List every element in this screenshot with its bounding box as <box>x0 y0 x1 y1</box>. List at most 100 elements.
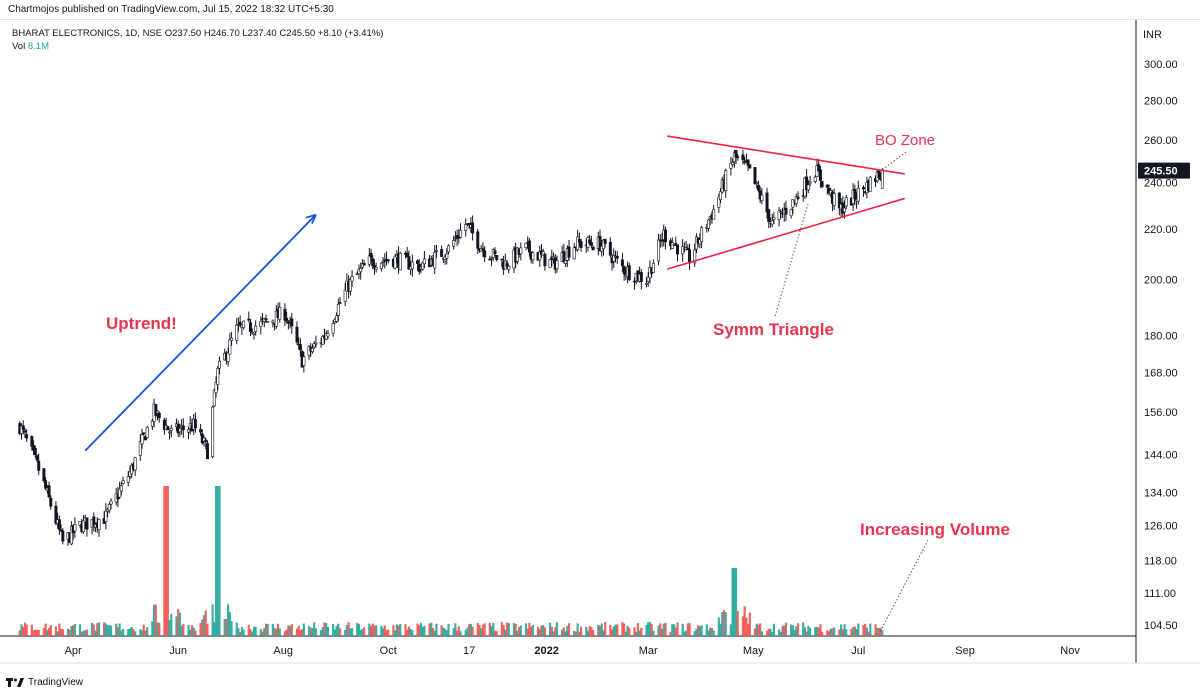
candle-body <box>820 181 824 187</box>
candle-body <box>150 420 154 427</box>
volume-bar <box>514 623 517 636</box>
candle-body <box>481 248 485 251</box>
volume-bar <box>35 629 39 636</box>
candle-body <box>464 224 468 231</box>
candle-body <box>331 323 335 334</box>
volume-bar <box>127 629 130 636</box>
y-tick-label: 300.00 <box>1144 59 1178 71</box>
volume-bar <box>139 629 142 636</box>
volume-bar <box>363 627 366 636</box>
volume-bar <box>867 631 870 636</box>
y-tick-label: 111.00 <box>1144 588 1176 600</box>
volume-bar <box>480 628 483 636</box>
volume-bar <box>688 623 691 636</box>
volume-bar <box>564 631 567 636</box>
candle-body <box>97 519 101 530</box>
candle-body <box>681 246 685 255</box>
volume-bar <box>528 622 531 636</box>
volume-bar <box>705 624 708 636</box>
candle-body <box>371 258 375 267</box>
volume-bar <box>158 622 161 636</box>
volume-bar <box>600 623 603 636</box>
candle-body <box>298 344 302 351</box>
volume-bar <box>769 629 772 636</box>
volume-bar <box>309 627 312 636</box>
volume-bar <box>385 630 388 636</box>
volume-bar <box>542 625 545 636</box>
volume-bar <box>58 623 61 636</box>
volume-bar <box>214 486 218 636</box>
volume-bar <box>483 623 486 636</box>
volume-bar <box>271 623 274 636</box>
candle-body <box>326 333 330 337</box>
candle-body <box>603 239 607 244</box>
volume-bar <box>299 630 302 636</box>
volume-bar <box>347 622 350 636</box>
uptrend-arrowhead <box>305 213 317 225</box>
candle-body <box>295 326 299 343</box>
volume-bar <box>54 626 58 636</box>
candle-body <box>555 260 559 270</box>
volume-bar <box>808 627 812 636</box>
candle-body <box>218 360 222 369</box>
volume-bar <box>392 625 395 636</box>
candle-body <box>817 164 821 172</box>
volume-bar <box>855 629 858 636</box>
candle-body <box>789 209 793 217</box>
volume-bar <box>574 631 578 636</box>
volume-bar <box>524 623 528 636</box>
volume-bar <box>550 626 553 636</box>
volume-bar <box>42 628 45 636</box>
volume-bar <box>406 629 409 636</box>
volume-bar <box>795 626 798 636</box>
candle-body <box>796 196 800 199</box>
candle-body <box>126 476 130 483</box>
candle-body <box>106 509 110 512</box>
volume-bar <box>421 627 424 636</box>
candle-body <box>85 517 89 530</box>
volume-bar <box>359 630 362 636</box>
tradingview-logo-icon <box>6 678 24 687</box>
candle-body <box>264 318 268 321</box>
volume-bar <box>261 631 264 636</box>
candle-body <box>805 176 809 190</box>
candle-body <box>576 236 580 250</box>
volume-bar <box>142 624 145 636</box>
volume-bar <box>710 627 714 636</box>
y-tick-label: 168.00 <box>1144 367 1178 379</box>
candle-body <box>266 321 270 323</box>
volume-bar <box>502 624 505 636</box>
candle-body <box>140 434 144 445</box>
x-tick-label: Oct <box>380 645 397 657</box>
volume-bar <box>650 623 653 636</box>
candle-body <box>248 322 252 332</box>
candle-body <box>645 283 649 285</box>
candle-body <box>531 252 535 261</box>
candle-body <box>59 529 63 532</box>
candle-body <box>724 170 728 191</box>
last-price-label: 245.50 <box>1144 166 1178 178</box>
volume-bar <box>154 604 157 636</box>
volume-bar <box>698 626 701 636</box>
candle-body <box>825 184 829 188</box>
volume-bar <box>430 622 433 636</box>
candle-body <box>283 308 287 321</box>
volume-bar <box>361 628 364 636</box>
volume-bar <box>765 630 769 636</box>
volume-bar <box>476 623 479 636</box>
candle-body <box>386 259 390 262</box>
time-axis[interactable]: Apr Jun Aug Oct 17 2022 Mar May Jul Sep Nov <box>65 645 1081 657</box>
volume-bar <box>864 623 867 636</box>
price-axis[interactable]: INR 300.00 280.00 260.00 240.00 220.00 200.00 1… <box>1138 29 1190 632</box>
volume-bar <box>394 630 397 636</box>
candle-body <box>369 253 373 258</box>
candle-body <box>154 404 158 416</box>
candle-body <box>230 337 234 341</box>
volume-bar <box>249 629 252 636</box>
candle-body <box>452 240 456 247</box>
candle-body <box>524 242 528 248</box>
volume-bar <box>151 621 154 636</box>
volume-legend: Vol 8.1M <box>12 40 383 53</box>
candle-body <box>247 318 251 321</box>
